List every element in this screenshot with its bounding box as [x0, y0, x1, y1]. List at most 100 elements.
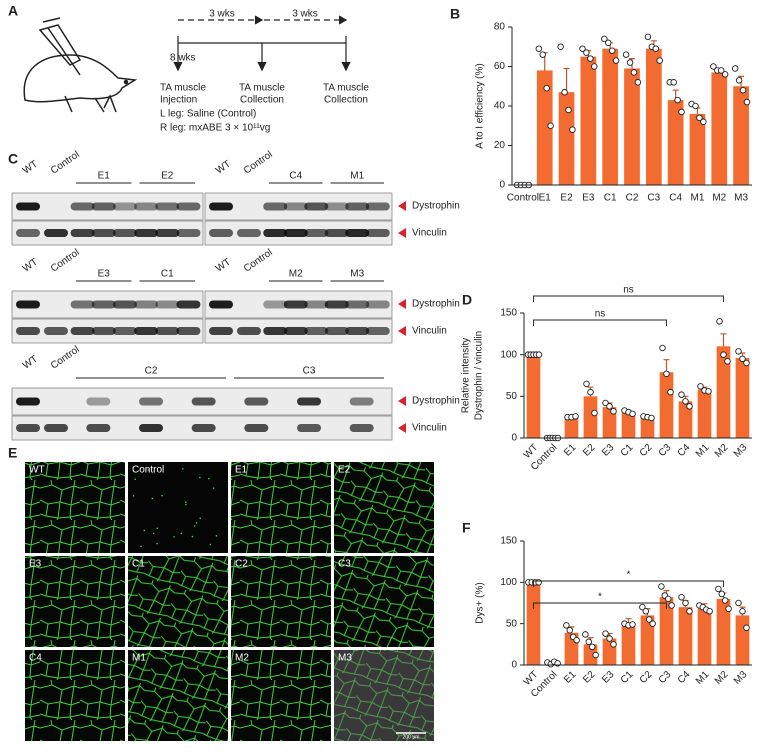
y-tick-label: 0	[499, 180, 505, 191]
x-tick-label: Control	[507, 193, 539, 204]
image-label: E2	[338, 465, 351, 476]
data-point	[645, 616, 653, 623]
marker-arrow	[398, 201, 406, 211]
data-point	[656, 57, 663, 64]
data-point	[608, 47, 616, 54]
bar	[697, 608, 712, 665]
bar	[536, 70, 553, 185]
marker-label: Dystrophin	[412, 396, 460, 407]
micrograph	[128, 462, 228, 553]
data-point	[566, 627, 574, 634]
lane-label: Control	[49, 247, 82, 275]
bar	[621, 624, 636, 665]
data-point	[686, 608, 693, 615]
band	[365, 327, 390, 335]
panel-letter: A	[8, 3, 18, 19]
x-tick-label: M3	[734, 193, 748, 204]
band	[155, 229, 180, 237]
data-point	[721, 71, 729, 78]
band	[86, 397, 111, 406]
step-label: Collection	[240, 95, 284, 106]
bar	[558, 92, 575, 185]
x-tick-label: M1	[694, 669, 712, 687]
x-tick-label: C1	[619, 669, 636, 686]
speck	[147, 469, 149, 471]
bar	[678, 401, 693, 438]
y-tick-label: 0	[511, 660, 517, 671]
data-point	[735, 348, 742, 355]
data-point	[642, 608, 650, 615]
data-point	[686, 403, 693, 410]
marker-arrow	[398, 326, 406, 336]
data-point	[630, 69, 638, 76]
group-label: E2	[161, 171, 174, 182]
marker-label: Vinculin	[412, 326, 447, 337]
speck	[215, 535, 218, 537]
data-point	[716, 318, 723, 325]
band	[70, 229, 95, 237]
data-point	[535, 579, 542, 586]
group-label: E1	[98, 171, 111, 182]
y-tick-label: 80	[494, 22, 506, 33]
data-point	[678, 108, 685, 116]
band	[365, 229, 390, 237]
band	[304, 229, 329, 237]
marker-arrow	[398, 396, 406, 406]
x-tick-label: M1	[694, 442, 712, 460]
band	[134, 300, 159, 309]
error-bar	[720, 333, 727, 347]
data-point	[629, 621, 636, 628]
data-point	[743, 98, 751, 106]
speck	[152, 532, 155, 535]
x-tick-label: M3	[732, 669, 750, 687]
x-tick-label: C1	[604, 193, 617, 204]
bar	[583, 396, 598, 438]
band	[134, 229, 159, 237]
data-point	[606, 403, 613, 410]
band	[44, 327, 68, 335]
interval-label: 3 wks	[209, 9, 235, 20]
data-point	[592, 651, 599, 659]
y-tick-label: 150	[500, 536, 517, 547]
x-tick-label: E3	[582, 193, 595, 204]
micrograph	[231, 650, 331, 741]
image-label: C3	[338, 559, 351, 570]
group-label: C3	[303, 366, 316, 377]
micrograph	[231, 462, 331, 553]
marker-arrow	[398, 423, 406, 433]
band	[91, 300, 116, 309]
micrograph	[25, 556, 125, 647]
speck	[161, 494, 163, 497]
significance-label: *	[627, 570, 631, 581]
image-label: M1	[132, 653, 146, 664]
band	[176, 202, 201, 211]
speck	[143, 529, 146, 532]
bar	[564, 417, 579, 438]
bar	[678, 607, 693, 665]
data-point	[739, 355, 746, 363]
panel-letter: C	[8, 151, 18, 167]
data-point	[583, 380, 590, 388]
data-point	[547, 122, 554, 129]
band	[283, 300, 308, 309]
band	[263, 229, 288, 237]
band	[91, 202, 116, 211]
data-point	[706, 608, 713, 615]
speck	[193, 525, 196, 527]
band	[209, 300, 233, 309]
significance-label: ns	[623, 285, 634, 296]
panel-letter: E	[8, 445, 17, 461]
micrograph	[334, 650, 434, 741]
data-point	[710, 63, 717, 70]
band	[283, 202, 308, 211]
data-point	[601, 35, 608, 43]
y-tick-label: 100	[500, 349, 517, 360]
lane-label: WT	[21, 354, 40, 372]
image-label: Control	[132, 465, 164, 476]
band	[263, 202, 288, 211]
x-tick-label: M3	[732, 442, 750, 460]
x-tick-label: C2	[638, 669, 655, 686]
band	[155, 327, 180, 335]
data-point	[668, 602, 675, 609]
bar	[716, 598, 731, 665]
